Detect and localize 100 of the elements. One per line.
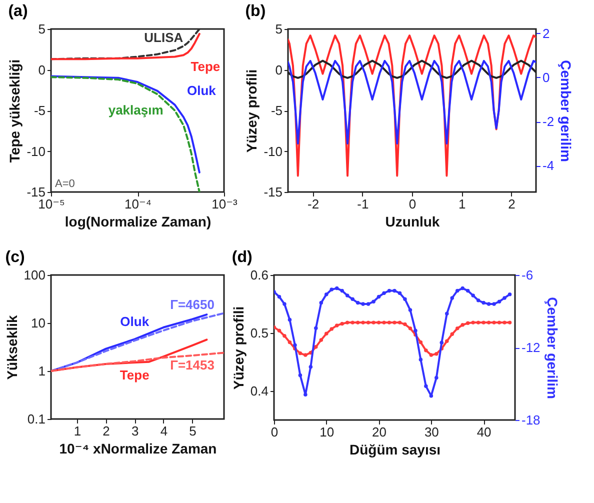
y-axis-title: Yüzey profili bbox=[244, 69, 260, 153]
y-tick-label: 0 bbox=[275, 62, 282, 78]
chart-title: (b) bbox=[245, 3, 266, 20]
series-label: Tepe bbox=[190, 58, 220, 74]
y2-tick-label: -4 bbox=[542, 158, 554, 174]
point bbox=[450, 296, 454, 300]
x-tick-label: 10⁻⁴ bbox=[124, 196, 152, 212]
point bbox=[319, 338, 324, 342]
point bbox=[471, 294, 475, 298]
point bbox=[356, 320, 360, 324]
x-tick-label: -1 bbox=[357, 196, 369, 212]
y-tick-label: -10 bbox=[26, 144, 46, 159]
chart-title: (d) bbox=[232, 249, 252, 266]
y2-tick-label: 0 bbox=[542, 70, 550, 85]
x-tick-label: 10⁻³ bbox=[212, 196, 238, 212]
x-tick-label: 30 bbox=[424, 424, 439, 440]
point bbox=[486, 320, 491, 324]
x-axis-title: Düğüm sayısı bbox=[349, 442, 441, 458]
point bbox=[319, 300, 324, 305]
y-tick-label: 100 bbox=[24, 268, 46, 282]
point bbox=[298, 351, 302, 356]
point bbox=[387, 288, 392, 293]
y-tick-label: -5 bbox=[34, 103, 46, 118]
point bbox=[376, 294, 381, 299]
y-tick-label: -15 bbox=[264, 184, 282, 200]
point bbox=[345, 294, 350, 298]
point bbox=[456, 326, 460, 330]
series-label: yaklaşım bbox=[108, 102, 164, 118]
point bbox=[288, 318, 292, 322]
point bbox=[408, 308, 412, 312]
point bbox=[361, 320, 365, 324]
point bbox=[314, 345, 318, 349]
point bbox=[414, 328, 418, 332]
point bbox=[466, 321, 470, 326]
point bbox=[304, 392, 308, 396]
series-label: Tepe bbox=[120, 368, 150, 383]
point bbox=[372, 300, 376, 304]
point bbox=[330, 288, 334, 292]
point bbox=[308, 364, 313, 369]
point bbox=[424, 348, 428, 352]
y2-tick-label: 2 bbox=[542, 26, 550, 41]
y-tick-label: 5 bbox=[38, 22, 46, 36]
y-tick-label: 0.5 bbox=[250, 326, 268, 340]
point bbox=[288, 340, 292, 344]
point bbox=[277, 294, 282, 299]
point bbox=[314, 326, 318, 330]
point bbox=[356, 300, 360, 305]
point bbox=[398, 320, 402, 324]
point bbox=[466, 288, 470, 293]
point bbox=[476, 298, 480, 302]
point bbox=[445, 312, 449, 316]
line-series bbox=[51, 352, 224, 372]
x-tick-label: 0 bbox=[408, 196, 416, 212]
point bbox=[508, 292, 512, 296]
point bbox=[387, 320, 392, 324]
y-tick-label: -10 bbox=[264, 144, 282, 159]
x-tick-label: 1 bbox=[458, 196, 466, 212]
point bbox=[392, 320, 396, 324]
y2-tick-label: -18 bbox=[522, 412, 540, 428]
line-series bbox=[288, 34, 536, 177]
point bbox=[418, 358, 423, 362]
point bbox=[508, 320, 512, 324]
point bbox=[497, 300, 502, 304]
point bbox=[482, 300, 486, 305]
x-tick-label: -2 bbox=[308, 196, 320, 212]
x-tick-label: 40 bbox=[476, 424, 492, 440]
point bbox=[424, 384, 428, 388]
y2-tick-label: -6 bbox=[522, 268, 534, 282]
point bbox=[376, 320, 381, 324]
point bbox=[440, 340, 444, 345]
point bbox=[330, 327, 334, 331]
y-tick-label: 0.6 bbox=[250, 268, 268, 282]
y-tick-label: 0.4 bbox=[250, 384, 268, 398]
point bbox=[398, 291, 402, 295]
point bbox=[460, 286, 464, 290]
point bbox=[366, 320, 370, 324]
y-axis-title: Yüzey profili bbox=[230, 306, 246, 390]
point bbox=[450, 332, 454, 336]
point bbox=[408, 326, 412, 330]
point bbox=[350, 320, 354, 324]
point bbox=[382, 291, 386, 295]
y-axis-title: Yükseklik bbox=[4, 314, 20, 380]
point bbox=[335, 324, 339, 328]
point bbox=[471, 320, 475, 324]
point bbox=[350, 297, 354, 302]
point bbox=[372, 320, 376, 324]
point bbox=[282, 302, 286, 306]
series-label: Γ=1453 bbox=[170, 358, 214, 373]
x-tick-label: 10⁻⁵ bbox=[38, 196, 65, 212]
point bbox=[298, 373, 302, 378]
x-axis-title: log(Normalize Zaman) bbox=[64, 214, 212, 230]
point bbox=[293, 343, 297, 347]
x-tick-label: 3 bbox=[132, 424, 139, 438]
y-tick-label: -15 bbox=[26, 184, 46, 200]
point bbox=[324, 292, 328, 296]
series-label: Γ=4650 bbox=[170, 297, 214, 312]
point bbox=[482, 320, 486, 324]
point bbox=[445, 339, 449, 343]
y-tick-label: 0.1 bbox=[27, 412, 46, 426]
y-tick-label: 5 bbox=[275, 22, 282, 36]
